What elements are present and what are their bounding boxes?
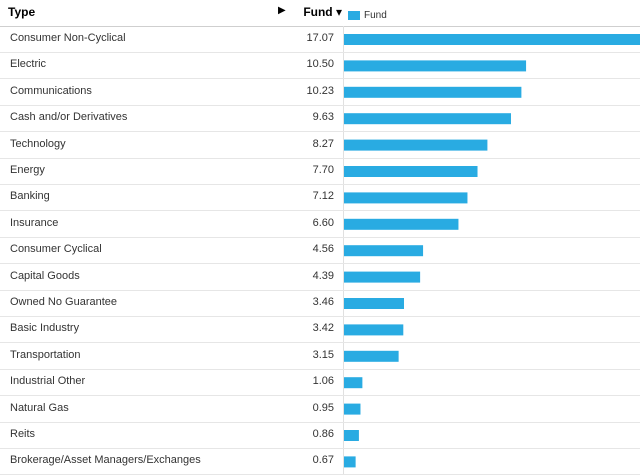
bar-fund[interactable] — [344, 166, 478, 177]
bar-fund[interactable] — [344, 456, 356, 468]
value-label: 3.15 — [312, 348, 334, 361]
value-label: 7.70 — [312, 164, 334, 176]
category-label: Electric — [10, 58, 47, 71]
category-label: Industrial Other — [10, 375, 86, 388]
category-label: Energy — [10, 164, 45, 176]
type-column-header[interactable]: Type — [8, 5, 36, 19]
value-label: 4.56 — [312, 243, 334, 256]
bar-fund[interactable] — [344, 192, 468, 204]
table-row: Energy 7.70 — [0, 158, 640, 185]
category-label: Communications — [10, 84, 92, 97]
table-row: Reits 0.86 — [0, 422, 640, 449]
bar-fund[interactable] — [344, 60, 527, 72]
value-label: 7.12 — [312, 190, 334, 203]
bar-fund[interactable] — [344, 34, 640, 45]
value-label: 4.39 — [312, 269, 334, 282]
value-label: 9.63 — [312, 111, 334, 124]
table-row: Cash and/or Derivatives 9.63 — [0, 105, 640, 133]
category-label: Basic Industry — [10, 322, 80, 335]
table-row: Technology 8.27 — [0, 132, 640, 159]
bar-fund[interactable] — [344, 86, 522, 98]
table-row: Banking 7.12 — [0, 184, 640, 212]
value-label: 0.86 — [312, 428, 334, 440]
bar-fund[interactable] — [344, 218, 459, 230]
bar-fund[interactable] — [344, 271, 421, 283]
table-row: Consumer Non-Cyclical 17.07 — [0, 26, 640, 53]
table-row: Transportation 3.15 — [0, 343, 640, 370]
category-label: Natural Gas — [10, 401, 69, 414]
bar-fund[interactable] — [344, 350, 399, 362]
legend-swatch-fund — [348, 11, 360, 20]
legend-label-fund: Fund — [364, 10, 387, 21]
value-label: 3.42 — [312, 322, 334, 335]
bar-axis-line — [343, 26, 344, 475]
table-row: Natural Gas 0.95 — [0, 396, 640, 423]
table-row: Insurance 6.60 — [0, 211, 640, 238]
bar-fund[interactable] — [344, 139, 488, 151]
fund-column-header[interactable]: Fund ▾ — [303, 5, 342, 19]
table-row: Capital Goods 4.39 — [0, 264, 640, 291]
value-label: 6.60 — [312, 216, 334, 229]
category-label: Transportation — [10, 348, 81, 361]
value-label: 17.07 — [306, 32, 334, 44]
category-label: Consumer Cyclical — [10, 243, 102, 256]
category-label: Capital Goods — [10, 269, 80, 282]
category-label: Brokerage/Asset Managers/Exchanges — [10, 454, 201, 467]
table-row: Electric 10.50 — [0, 52, 640, 80]
category-label: Owned No Guarantee — [10, 296, 118, 308]
category-label: Technology — [10, 137, 66, 150]
expand-arrow-icon[interactable]: ▶ — [278, 5, 286, 16]
bar-fund[interactable] — [344, 377, 363, 389]
value-label: 1.06 — [312, 375, 334, 388]
category-label: Banking — [10, 190, 50, 203]
value-label: 0.67 — [312, 454, 334, 467]
table-row: Communications 10.23 — [0, 79, 640, 106]
table-row: Consumer Cyclical 4.56 — [0, 237, 640, 265]
table-header: Type ▶ Fund ▾ Fund — [0, 0, 640, 27]
category-label: Cash and/or Derivatives — [10, 111, 128, 124]
table-row: Owned No Guarantee 3.46 — [0, 290, 640, 317]
category-label: Insurance — [10, 216, 59, 229]
table-row: Industrial Other 1.06 — [0, 369, 640, 397]
bar-fund[interactable] — [344, 403, 361, 415]
bar-fund[interactable] — [344, 245, 424, 257]
bar-fund[interactable] — [344, 298, 404, 309]
value-label: 3.46 — [312, 296, 334, 308]
table-row: Basic Industry 3.42 — [0, 316, 640, 344]
value-label: 10.23 — [306, 84, 334, 97]
category-label: Reits — [10, 428, 36, 440]
category-label: Consumer Non-Cyclical — [10, 32, 126, 44]
bar-fund[interactable] — [344, 430, 359, 441]
value-label: 10.50 — [306, 58, 334, 71]
bar-fund[interactable] — [344, 324, 404, 336]
value-label: 0.95 — [312, 401, 334, 414]
value-label: 8.27 — [312, 137, 334, 150]
bar-fund[interactable] — [344, 113, 511, 125]
